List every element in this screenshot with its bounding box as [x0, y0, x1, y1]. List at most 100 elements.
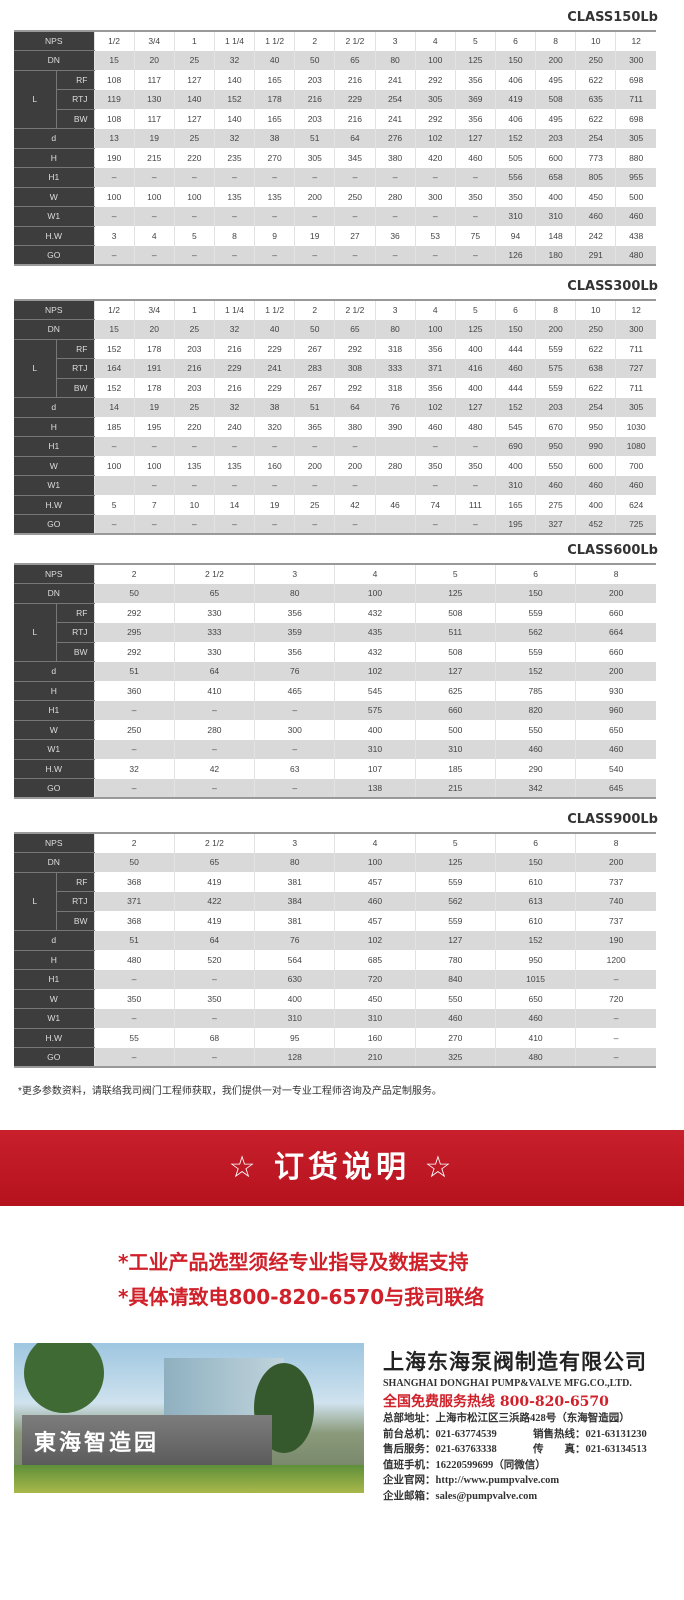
table-cell: 64	[173, 661, 255, 681]
table-cell: 460	[414, 417, 456, 437]
table-cell: 4	[414, 300, 456, 320]
table-cell: 365	[294, 417, 335, 437]
row-label: L	[14, 872, 56, 931]
table-cell: 241	[254, 358, 295, 378]
table-cell: 465	[254, 681, 335, 701]
table-cell: 840	[414, 969, 496, 989]
row-label: d	[14, 930, 95, 951]
table-cell: 360	[93, 681, 175, 701]
table-cell: 127	[454, 397, 496, 417]
table-cell: 400	[334, 720, 416, 740]
table-cell: 51	[93, 661, 175, 681]
table-cell: –	[454, 514, 496, 534]
table-cell: 559	[414, 872, 496, 892]
table-cell: 8	[213, 226, 255, 246]
table-cell: 215	[133, 148, 175, 168]
table-cell: 1015	[494, 969, 576, 989]
promo-line-1: *工业产品选型须经专业指导及数据支持	[118, 1250, 469, 1274]
row-label: H	[14, 950, 95, 970]
table-cell: –	[213, 167, 255, 187]
table-cell: –	[374, 167, 416, 187]
table-cell: –	[454, 475, 496, 495]
table-row-nps: NPS 1/2 3/4 1 1 1/4 1 1/2 2 2 1/2 3 4 5 6 8 10 12	[14, 300, 656, 320]
table-cell: 480	[615, 245, 656, 265]
table-row-go: GO – –128 210 325 480–	[14, 1047, 656, 1068]
table-cell: 4	[133, 226, 175, 246]
table-cell: 350	[454, 187, 496, 207]
table-row-nps: NPS 2 2 1/2 3 4 5 6 8	[14, 833, 656, 853]
table-cell: 460	[494, 739, 576, 759]
table-cell: –	[575, 1008, 656, 1028]
table-cell: 325	[414, 1047, 496, 1067]
row-label: H1	[14, 436, 95, 457]
table-row-hw: H.W 32 42 63 107 185 290 540	[14, 759, 656, 779]
table-cell: 8	[535, 31, 576, 51]
table-cell: 371	[93, 891, 175, 911]
table-cell: –	[334, 167, 375, 187]
table-cell: 270	[254, 148, 295, 168]
table-cell: 444	[494, 339, 536, 359]
table-cell: –	[93, 436, 135, 456]
table-cell: –	[414, 167, 456, 187]
table-row-h1: H1– – – – – – – – –690 950 990 1080	[14, 436, 656, 457]
table-cell: –	[173, 1008, 255, 1028]
table-cell: 460	[575, 206, 616, 226]
table-cell: 725	[615, 514, 656, 534]
table-cell: –	[133, 206, 175, 226]
table-cell: 419	[494, 89, 536, 109]
table-cell: 356	[454, 109, 496, 129]
table-row-dn: DN 15 20 25 32 40 50 65 80 100 125 150 200 250 300	[14, 319, 656, 340]
website-link[interactable]: 企业官网：http://www.pumpvalve.com	[383, 1475, 560, 1486]
service-phone: 售后服务：021-63763338	[383, 1444, 497, 1455]
table-cell: –	[93, 778, 175, 798]
table-cell: 220	[173, 148, 215, 168]
table-cell: 545	[334, 681, 416, 701]
table-row-bw: BW 292 330 356 432 508 559 660	[14, 642, 656, 662]
table-cell: 25	[173, 319, 215, 339]
table-row-rtj: RTJ 164 191 216 229 241 283 308 333 371 416 460 575 6…	[14, 358, 656, 379]
table-cell: –	[334, 436, 375, 456]
table-row-w1: W1– – –310 310 460 460	[14, 739, 656, 760]
table-row-hw: H.W 3 4 5 8 9 19 27 36 53 75 94 148 242 438	[14, 226, 656, 246]
table-cell: 333	[173, 622, 255, 642]
table-cell: 32	[213, 397, 255, 417]
table-cell: 480	[454, 417, 496, 437]
table-cell: 19	[133, 397, 175, 417]
table-cell: 2 1/2	[173, 833, 255, 853]
row-sublabel: RTJ	[55, 622, 95, 643]
table-cell: 559	[535, 339, 576, 359]
table-cell: 550	[535, 456, 576, 476]
table-cell: –	[93, 167, 135, 187]
table-cell: –	[254, 436, 295, 456]
table-cell: 737	[575, 872, 656, 892]
table-cell: 698	[615, 109, 656, 129]
table-cell: 390	[374, 417, 416, 437]
table-cell: 780	[414, 950, 496, 970]
table-cell: –	[93, 206, 135, 226]
table-cell: 416	[454, 358, 496, 378]
table-cell: 229	[254, 378, 295, 398]
table-row-go: GO – – – – – – – – –195 327 452 725	[14, 514, 656, 535]
sales-phone: 销售热线：021-63131230	[533, 1428, 647, 1440]
table-cell: 444	[494, 378, 536, 398]
table-cell: 94	[494, 226, 536, 246]
table-cell: –	[254, 245, 295, 265]
table-cell: 40	[254, 50, 295, 70]
table-cell: 8	[575, 833, 656, 853]
table-cell: 292	[334, 339, 375, 359]
table-cell: 310	[494, 475, 536, 495]
table-row-bw: BW 368 419 381 457 559 610 737	[14, 911, 656, 931]
row-label: GO	[14, 514, 95, 535]
table-cell: –	[414, 514, 456, 534]
table-cell: 305	[294, 148, 335, 168]
table-cell: 1030	[615, 417, 656, 437]
table-cell: 254	[575, 128, 616, 148]
table-cell: –	[213, 436, 255, 456]
table-cell: 820	[494, 700, 576, 720]
table-cell: 350	[494, 187, 536, 207]
email-link[interactable]: 企业邮箱：sales@pumpvalve.com	[383, 1490, 538, 1502]
table-cell: 135	[213, 456, 255, 476]
table-cell: 559	[494, 642, 576, 662]
table-cell: 160	[334, 1028, 416, 1048]
table-cell: –	[133, 514, 175, 534]
